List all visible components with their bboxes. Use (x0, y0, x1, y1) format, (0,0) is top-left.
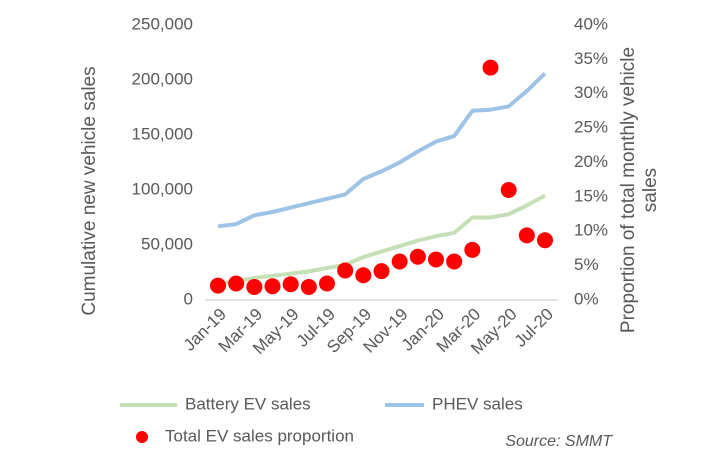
legend-label: PHEV sales (432, 394, 523, 413)
y2-tick-label: 25% (574, 118, 608, 137)
scatter-point (446, 253, 463, 270)
y-tick-label: 100,000 (132, 179, 193, 198)
line-series (217, 71, 547, 229)
y2-tick-label: 35% (574, 49, 608, 68)
x-tick-label: Jul-20 (511, 305, 557, 351)
scatter-point (228, 275, 245, 292)
scatter-point (500, 182, 517, 198)
y2-tick-label: 40% (574, 14, 608, 33)
scatter-point (319, 275, 335, 292)
scatter-point (409, 248, 426, 265)
scatter-point (464, 241, 481, 258)
y-tick-label: 0 (184, 289, 193, 308)
y2-tick-label: 0% (574, 289, 599, 308)
y-tick-label: 200,000 (132, 69, 193, 88)
y2-tick-label: 5% (574, 255, 599, 274)
scatter-point (210, 277, 226, 294)
legend-marker (136, 431, 148, 443)
scatter-point (337, 262, 354, 279)
y-tick-label: 50,000 (141, 234, 193, 253)
scatter-point (300, 278, 317, 295)
y2-tick-label: 15% (574, 186, 608, 205)
source: Source: SMMT (505, 433, 613, 450)
scatter-point (391, 253, 408, 270)
legend-label: Total EV sales proportion (165, 426, 354, 445)
y-axis-title: Cumulative new vehicle sales (79, 66, 100, 316)
y2-tick-label: 10% (574, 221, 608, 240)
scatter-point (246, 278, 263, 295)
y2-axis-title: Proportion of total monthly vehicle sale… (618, 46, 661, 334)
scatter-point (373, 263, 390, 280)
scatter-point (282, 276, 299, 293)
y2-tick-label: 30% (574, 83, 608, 102)
scatter-point (537, 232, 553, 249)
scatter-point (482, 59, 499, 76)
scatter-point (264, 278, 281, 295)
y2-tick-label: 20% (574, 152, 608, 171)
y-tick-label: 250,000 (132, 14, 193, 33)
scatter-point (428, 251, 444, 268)
scatter-point (355, 267, 372, 284)
y-tick-label: 150,000 (132, 124, 193, 143)
scatter-point (518, 227, 535, 244)
line-series (217, 193, 546, 286)
legend-label: Battery EV sales (185, 394, 311, 413)
